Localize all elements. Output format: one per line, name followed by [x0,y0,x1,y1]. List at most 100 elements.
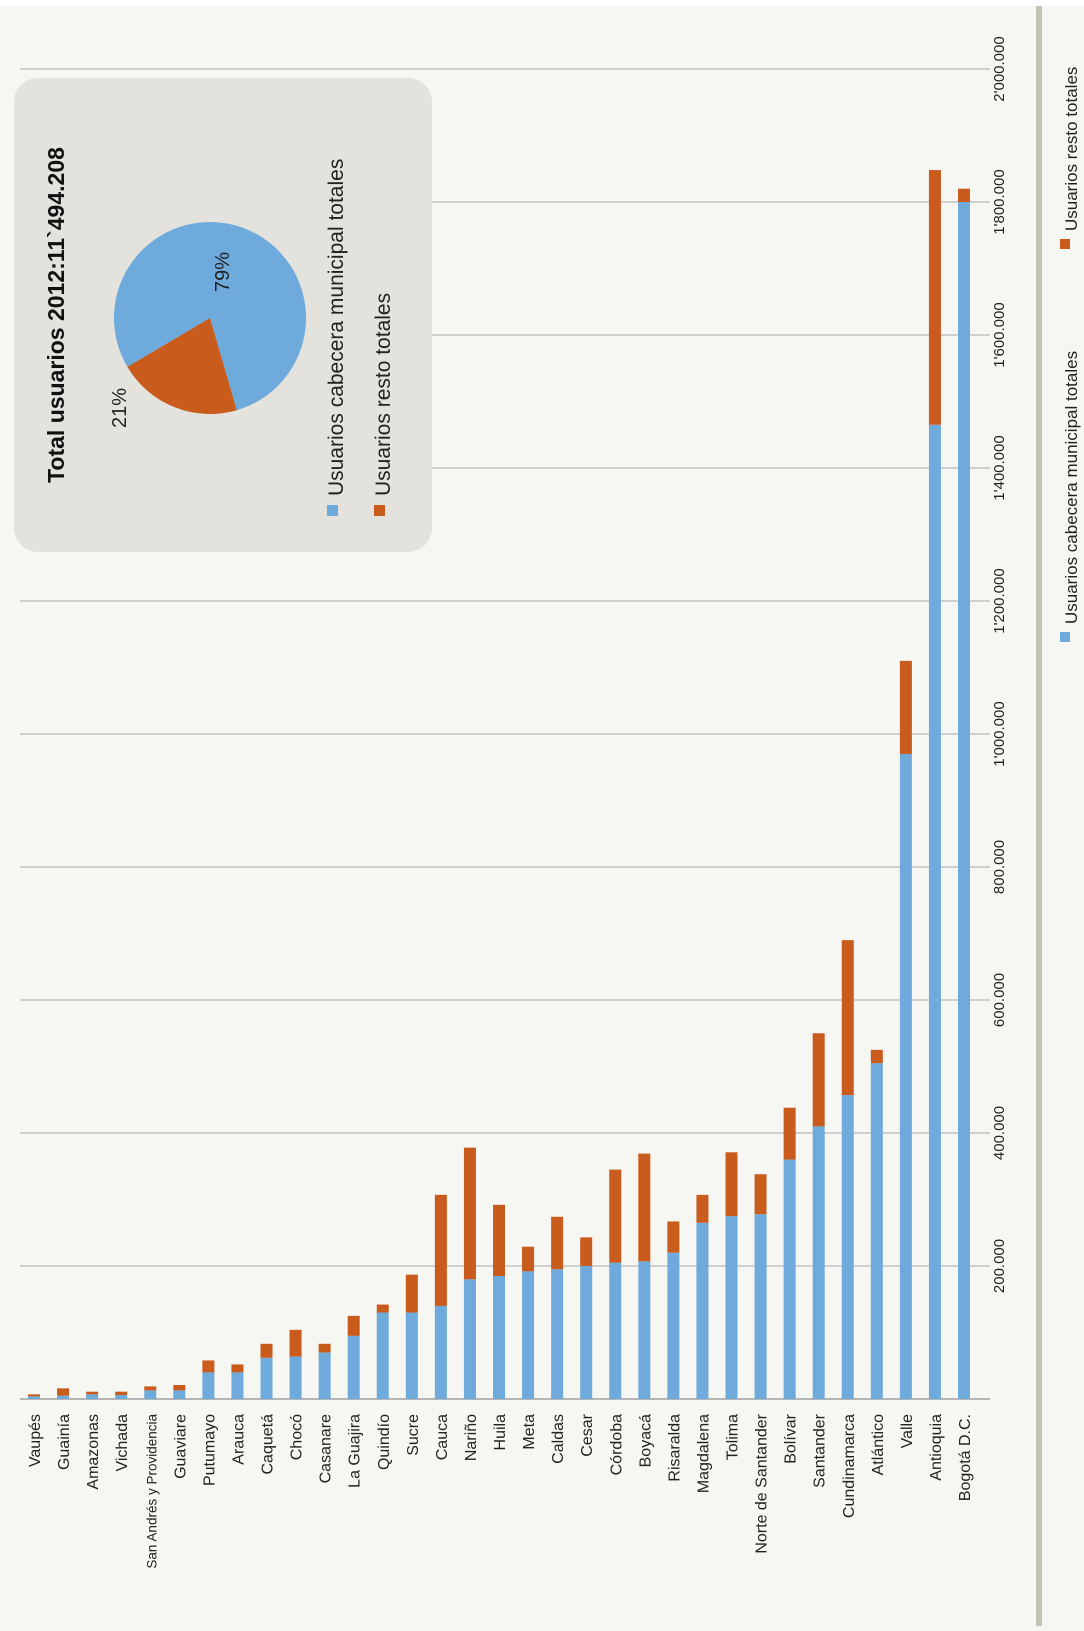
pie: 79% 21% [109,222,306,428]
legend-swatch-cabecera [1060,632,1070,642]
bar-cabecera-8 [260,1357,273,1399]
bar-cabecera-32 [958,202,970,1399]
bar-cabecera-31 [928,424,941,1399]
legend-label-resto: Usuarios resto totales [1062,67,1081,231]
bar-cabecera-17 [522,1271,535,1399]
bar-cabecera-29 [870,1063,883,1399]
bar-resto-29 [870,1049,883,1064]
bar-resto-28 [841,940,854,1096]
bar-cabecera-14 [434,1305,447,1399]
bar-cabecera-0 [28,1396,40,1399]
bar-resto-15 [463,1147,476,1280]
bar-cabecera-9 [289,1356,302,1399]
bar-resto-5 [173,1385,186,1391]
bar-cabecera-22 [667,1252,680,1399]
category-label-2: Amazonas [85,1414,102,1490]
category-label-12: Quindío [376,1414,393,1470]
bar-cabecera-1 [57,1395,70,1399]
bar-resto-25 [754,1174,767,1215]
bar-resto-18 [551,1216,564,1270]
bar-cabecera-7 [231,1372,244,1399]
bar-resto-7 [231,1364,244,1373]
bar-resto-4 [144,1386,157,1391]
bar-resto-1 [57,1388,70,1396]
bar-resto-8 [260,1343,273,1358]
category-label-14: Cauca [434,1414,451,1460]
legend-swatch-resto [1060,239,1070,249]
value-tick-3: 800.000 [991,840,1008,894]
bar-resto-23 [696,1194,709,1223]
bar-cabecera-18 [551,1269,564,1399]
bar-cabecera-25 [754,1214,767,1399]
bar-resto-31 [928,170,941,425]
category-label-8: Caquetá [260,1414,277,1475]
category-label-16: Huila [492,1414,509,1451]
bar-cabecera-5 [173,1390,186,1399]
category-label-22: Risaralda [666,1414,683,1482]
category-label-32: Bogotá D.C. [957,1414,974,1501]
bar-resto-24 [725,1152,738,1217]
category-label-18: Caldas [550,1414,567,1464]
bar-resto-11 [347,1315,360,1336]
category-label-25: Norte de Santander [754,1413,771,1553]
category-label-7: Arauca [230,1414,247,1465]
pie-slice-resto [127,318,237,414]
bar-resto-32 [958,188,970,202]
bar-cabecera-16 [493,1275,505,1399]
category-label-4: San Andrés y Providencia [144,1414,159,1569]
bar-cabecera-19 [580,1266,593,1399]
bar-resto-26 [783,1107,796,1160]
value-tick-1: 400.000 [991,1106,1008,1160]
category-label-0: Vaupés [27,1414,44,1467]
pie-legend: Usuarios cabecera municipal totales Usua… [325,159,395,516]
pie-title: Total usuarios 2012:11`494.208 [43,147,69,483]
bar-cabecera-3 [115,1395,128,1399]
top-white-strip [0,0,1084,6]
legend-label-cabecera: Usuarios cabecera municipal totales [1062,351,1081,624]
category-label-9: Chocó [289,1414,306,1460]
bar-cabecera-2 [86,1394,99,1399]
value-tick-0: 200.000 [991,1239,1008,1293]
category-label-11: La Guajira [347,1414,364,1488]
bar-resto-19 [580,1237,593,1266]
bar-resto-3 [115,1391,128,1396]
value-tick-5: 1'200.000 [991,568,1008,633]
category-label-21: Boyacá [637,1414,654,1467]
bar-cabecera-23 [696,1222,709,1399]
bar-resto-10 [318,1343,331,1353]
bar-cabecera-20 [609,1262,622,1399]
category-label-15: Nariño [463,1414,480,1461]
value-tick-7: 1'600.000 [991,302,1008,367]
category-label-26: Bolívar [783,1413,800,1463]
pie-legend-swatch-resto [374,505,385,516]
bar-resto-6 [202,1360,215,1373]
value-tick-2: 600.000 [991,973,1008,1027]
bar-resto-21 [638,1153,651,1262]
pie-slice-cabecera [114,222,306,411]
category-label-28: Cundinamarca [841,1414,858,1518]
bar-cabecera-26 [783,1159,796,1399]
category-label-5: Guaviare [172,1414,189,1479]
category-label-6: Putumayo [201,1414,218,1486]
bar-resto-30 [899,660,912,754]
category-label-3: Vichada [114,1414,131,1472]
pie-inset: Total usuarios 2012:11`494.208 79% 21% Us… [14,78,432,552]
bar-resto-16 [493,1204,505,1276]
bar-legend: Usuarios cabecera municipal totales Usuar… [1060,67,1081,642]
category-label-20: Córdoba [608,1414,625,1475]
category-label-31: Antioquia [928,1414,945,1481]
category-label-10: Casanare [318,1414,335,1483]
bar-cabecera-6 [202,1372,215,1399]
bar-cabecera-21 [638,1261,651,1399]
bar-resto-13 [405,1274,418,1313]
bar-cabecera-24 [725,1216,738,1399]
category-label-1: Guainía [56,1414,73,1470]
bar-cabecera-28 [841,1095,854,1399]
category-label-19: Cesar [579,1413,596,1456]
pie-label-1: 21% [109,388,131,428]
category-label-24: Tolima [725,1414,742,1460]
right-border [1036,6,1042,1626]
category-labels: Vaupés Guainía Amazonas Vichada San Andrés y… [27,1413,974,1568]
bar-cabecera-4 [144,1390,157,1399]
